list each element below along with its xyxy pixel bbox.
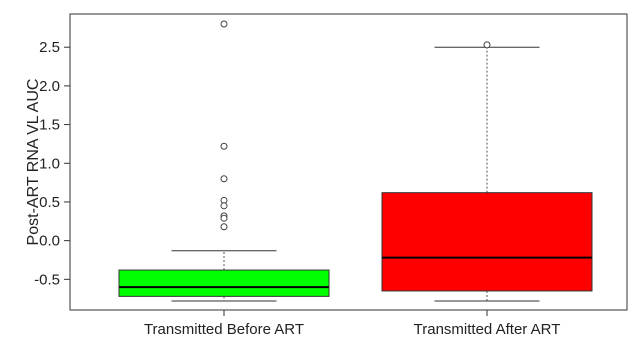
y-tick-label: 0.5 — [39, 194, 60, 211]
x-axis: Transmitted Before ART Transmitted After … — [144, 310, 560, 338]
y-tick-label: -0.5 — [34, 271, 60, 288]
outlier-point — [220, 142, 228, 150]
x-tick-label: Transmitted After ART — [414, 321, 561, 338]
y-axis: -0.5 0.0 0.5 1.0 1.5 2.0 2.5 — [34, 39, 70, 288]
y-tick-label: 1.5 — [39, 117, 60, 134]
outlier-point — [220, 202, 228, 210]
y-tick-label: 1.0 — [39, 155, 60, 172]
y-axis-title: Post-ART RNA VL AUC — [25, 79, 42, 246]
y-tick-label: 2.5 — [39, 39, 60, 56]
plot-frame — [69, 13, 628, 311]
iqr-box — [118, 269, 330, 297]
box-group — [118, 20, 330, 302]
x-tick-label: Transmitted Before ART — [144, 321, 304, 338]
outlier-point — [220, 175, 228, 183]
outlier-point — [220, 214, 228, 222]
outlier-point — [220, 223, 228, 231]
iqr-box — [381, 192, 593, 292]
y-tick-label: 0.0 — [39, 233, 60, 250]
outlier-point — [483, 41, 491, 49]
y-tick-label: 2.0 — [39, 78, 60, 95]
outlier-point — [220, 20, 228, 28]
boxes — [118, 20, 593, 302]
box-group — [381, 41, 593, 302]
